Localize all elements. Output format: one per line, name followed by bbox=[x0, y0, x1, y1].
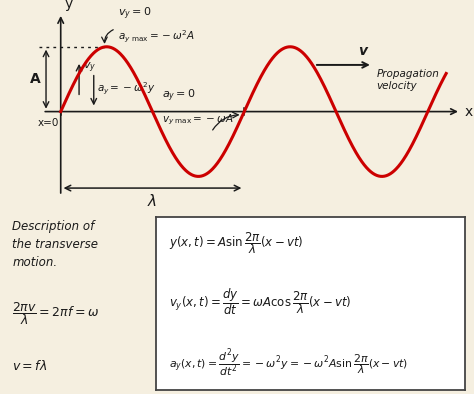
Text: $a_y = -\omega^2 y$: $a_y = -\omega^2 y$ bbox=[98, 81, 156, 97]
Text: $y(x,t) = A\sin\dfrac{2\pi}{\lambda}(x - vt)$: $y(x,t) = A\sin\dfrac{2\pi}{\lambda}(x -… bbox=[169, 230, 303, 256]
Text: $v_{y\ \mathrm{max}} = -\omega A$: $v_{y\ \mathrm{max}} = -\omega A$ bbox=[162, 113, 233, 127]
Text: $a_y = 0$: $a_y = 0$ bbox=[162, 87, 195, 104]
Text: Description of
the transverse
motion.: Description of the transverse motion. bbox=[12, 220, 98, 269]
Text: y: y bbox=[64, 0, 73, 11]
Text: $a_{y\ \mathrm{max}} = -\omega^2 A$: $a_{y\ \mathrm{max}} = -\omega^2 A$ bbox=[118, 29, 195, 45]
Text: x=0: x=0 bbox=[37, 118, 59, 128]
Text: $\dfrac{2\pi v}{\lambda} = 2\pi f = \omega$: $\dfrac{2\pi v}{\lambda} = 2\pi f = \ome… bbox=[12, 300, 99, 327]
Text: Propagation
velocity: Propagation velocity bbox=[376, 69, 439, 91]
Text: x: x bbox=[465, 104, 473, 119]
Text: $v_y = 0$: $v_y = 0$ bbox=[118, 6, 151, 22]
Text: $\lambda$: $\lambda$ bbox=[147, 193, 157, 208]
Text: $a_y(x,t) = \dfrac{d^2y}{dt^2} = -\omega^2 y = -\omega^2 A\sin\dfrac{2\pi}{\lamb: $a_y(x,t) = \dfrac{d^2y}{dt^2} = -\omega… bbox=[169, 347, 408, 379]
Text: $\boldsymbol{v}$: $\boldsymbol{v}$ bbox=[358, 45, 369, 58]
Text: A: A bbox=[30, 72, 40, 86]
Text: $v_y$: $v_y$ bbox=[83, 61, 96, 75]
Text: $v = f\lambda$: $v = f\lambda$ bbox=[12, 359, 47, 373]
Text: $v_y(x,t) = \dfrac{dy}{dt} = \omega A\cos\dfrac{2\pi}{\lambda}(x - vt)$: $v_y(x,t) = \dfrac{dy}{dt} = \omega A\co… bbox=[169, 286, 351, 317]
